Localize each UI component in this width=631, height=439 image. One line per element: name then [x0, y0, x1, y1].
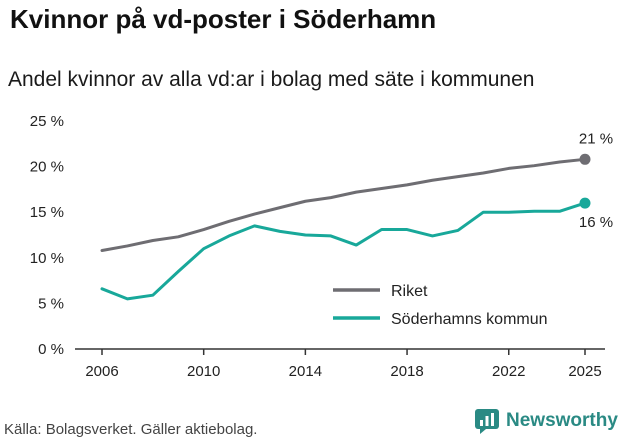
series-end-label: 16 %	[579, 214, 613, 231]
y-tick-label: 0 %	[38, 341, 64, 358]
legend: Riket Söderhamns kommun	[333, 283, 548, 328]
series-line-riket	[100, 157, 587, 253]
source-note: Källa: Bolagsverket. Gäller aktiebolag.	[4, 421, 258, 438]
y-tick-label: 15 %	[30, 204, 64, 221]
brand-name: Newsworthy	[506, 410, 618, 431]
y-tick-label: 20 %	[30, 159, 64, 176]
page-subtitle: Andel kvinnor av alla vd:ar i bolag med …	[8, 68, 535, 91]
x-axis-ticks: 2006 2010 2014 2018 2022 2025	[85, 349, 602, 380]
series-end-point	[579, 153, 591, 165]
legend-label: Riket	[391, 283, 428, 300]
y-axis-ticks: 0 % 5 % 10 % 15 % 20 % 25 %	[30, 113, 64, 358]
newsworthy-logo-icon	[475, 409, 499, 434]
y-tick-label: 10 %	[30, 250, 64, 267]
series-end-point	[579, 197, 591, 209]
x-tick-label: 2018	[390, 363, 423, 380]
x-tick-label: 2025	[568, 363, 601, 380]
legend-label: Söderhamns kommun	[391, 311, 548, 328]
x-tick-label: 2006	[85, 363, 118, 380]
series-lines: 21 % 16 %	[100, 130, 613, 301]
y-tick-label: 5 %	[38, 295, 64, 312]
brand-logo-group[interactable]: Newsworthy	[474, 408, 618, 434]
x-tick-label: 2022	[492, 363, 525, 380]
page-title: Kvinnor på vd-poster i Söderhamn	[10, 4, 437, 34]
series-end-label: 21 %	[579, 130, 613, 147]
x-tick-label: 2010	[187, 363, 220, 380]
series-line-kommun	[100, 201, 587, 301]
x-tick-label: 2014	[289, 363, 322, 380]
y-tick-label: 25 %	[30, 113, 64, 130]
